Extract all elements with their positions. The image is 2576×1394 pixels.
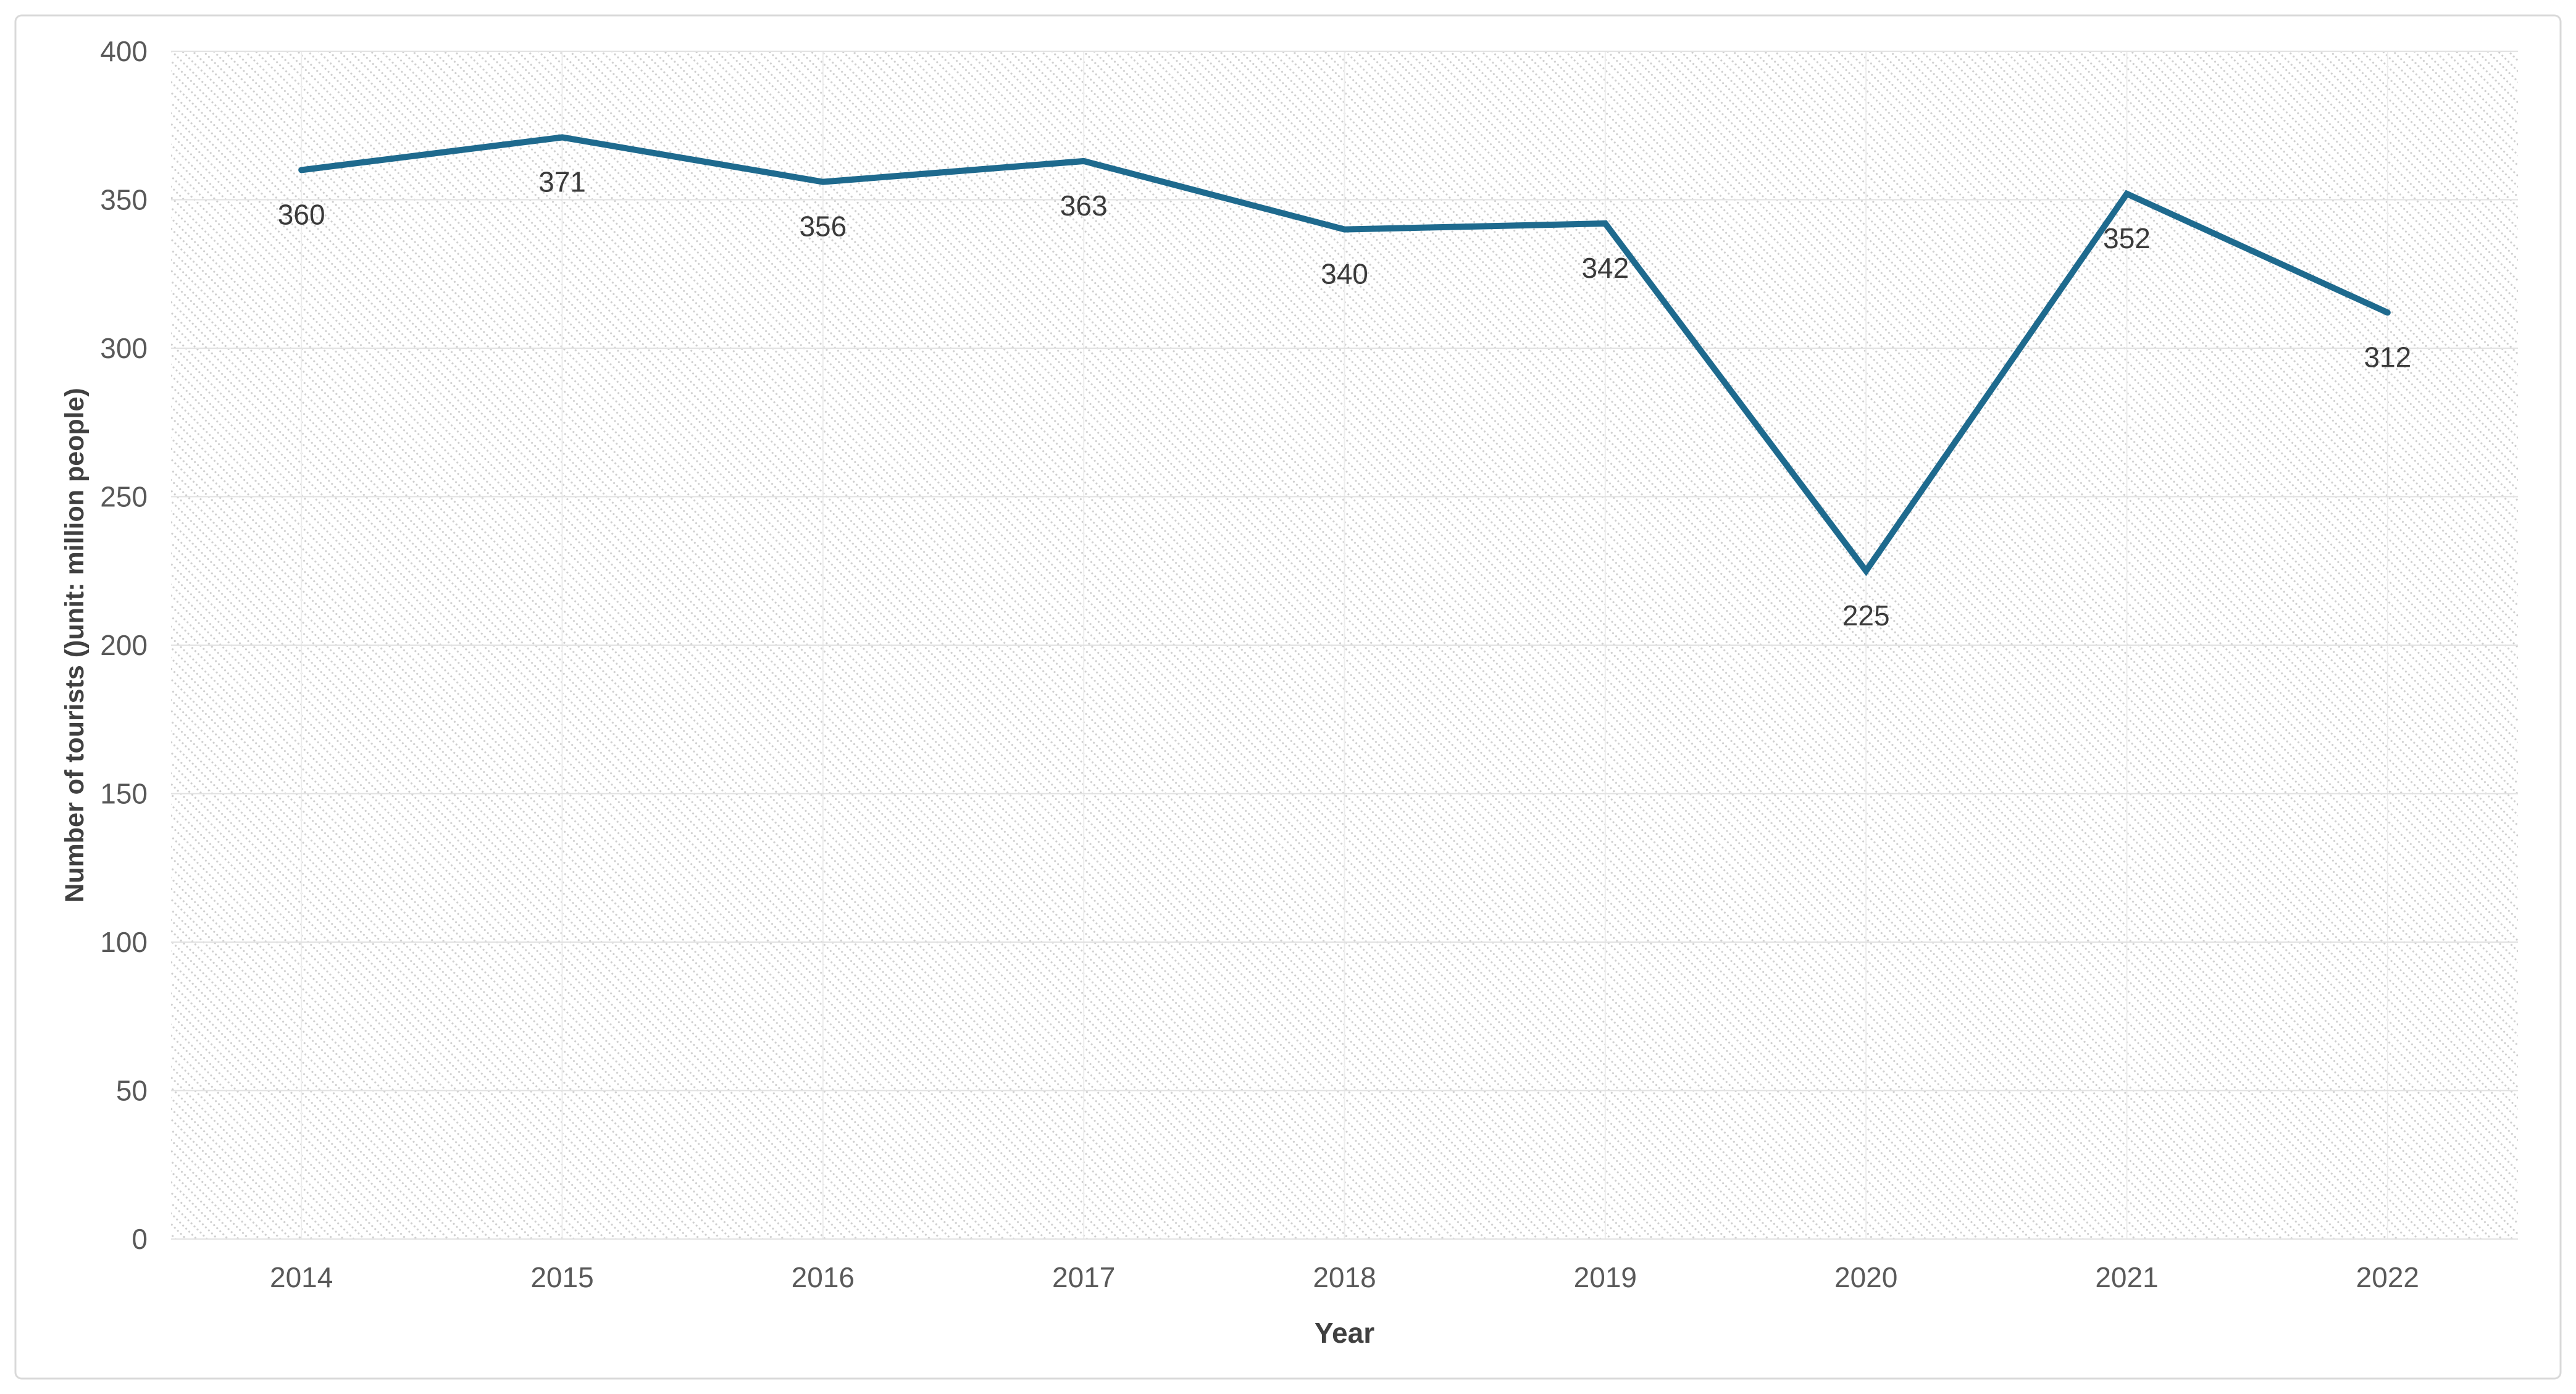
data-point-label: 356 — [799, 211, 847, 243]
y-axis-tick-label: 400 — [100, 35, 148, 67]
data-point-label: 342 — [1581, 252, 1629, 284]
tourists-line-series — [298, 134, 2391, 577]
x-axis-tick-label: 2022 — [2356, 1261, 2419, 1293]
data-point-label: 225 — [1842, 599, 1890, 632]
y-axis-tick-label: 200 — [100, 629, 148, 661]
x-axis-tick-label: 2016 — [792, 1261, 855, 1293]
x-axis-tick-label: 2021 — [2095, 1261, 2158, 1293]
y-axis-tick-label: 350 — [100, 184, 148, 216]
x-axis-tick-label: 2017 — [1052, 1261, 1115, 1293]
data-point-label: 352 — [2103, 222, 2151, 254]
y-axis-tick-label: 0 — [132, 1223, 148, 1255]
y-axis-tick-label: 250 — [100, 481, 148, 513]
data-point-label: 363 — [1060, 190, 1108, 222]
data-point-label: 312 — [2364, 341, 2411, 373]
y-axis-tick-label: 300 — [100, 332, 148, 364]
x-axis-title: Year — [1315, 1317, 1374, 1349]
x-axis-tick-label: 2019 — [1574, 1261, 1637, 1293]
data-point-label: 371 — [538, 165, 586, 198]
y-axis-title: Number of tourists ()unit: million peopl… — [60, 388, 90, 903]
data-point-label: 360 — [278, 198, 325, 230]
x-axis-tick-label: 2014 — [270, 1261, 333, 1293]
data-point-label: 340 — [1321, 258, 1368, 290]
x-axis-tick-label: 2015 — [530, 1261, 593, 1293]
x-axis-tick-label: 2020 — [1834, 1261, 1897, 1293]
y-axis-tick-label: 150 — [100, 778, 148, 810]
y-axis-tick-label: 100 — [100, 926, 148, 958]
x-axis-tick-label: 2018 — [1313, 1261, 1376, 1293]
y-axis-tick-label: 50 — [116, 1075, 148, 1107]
